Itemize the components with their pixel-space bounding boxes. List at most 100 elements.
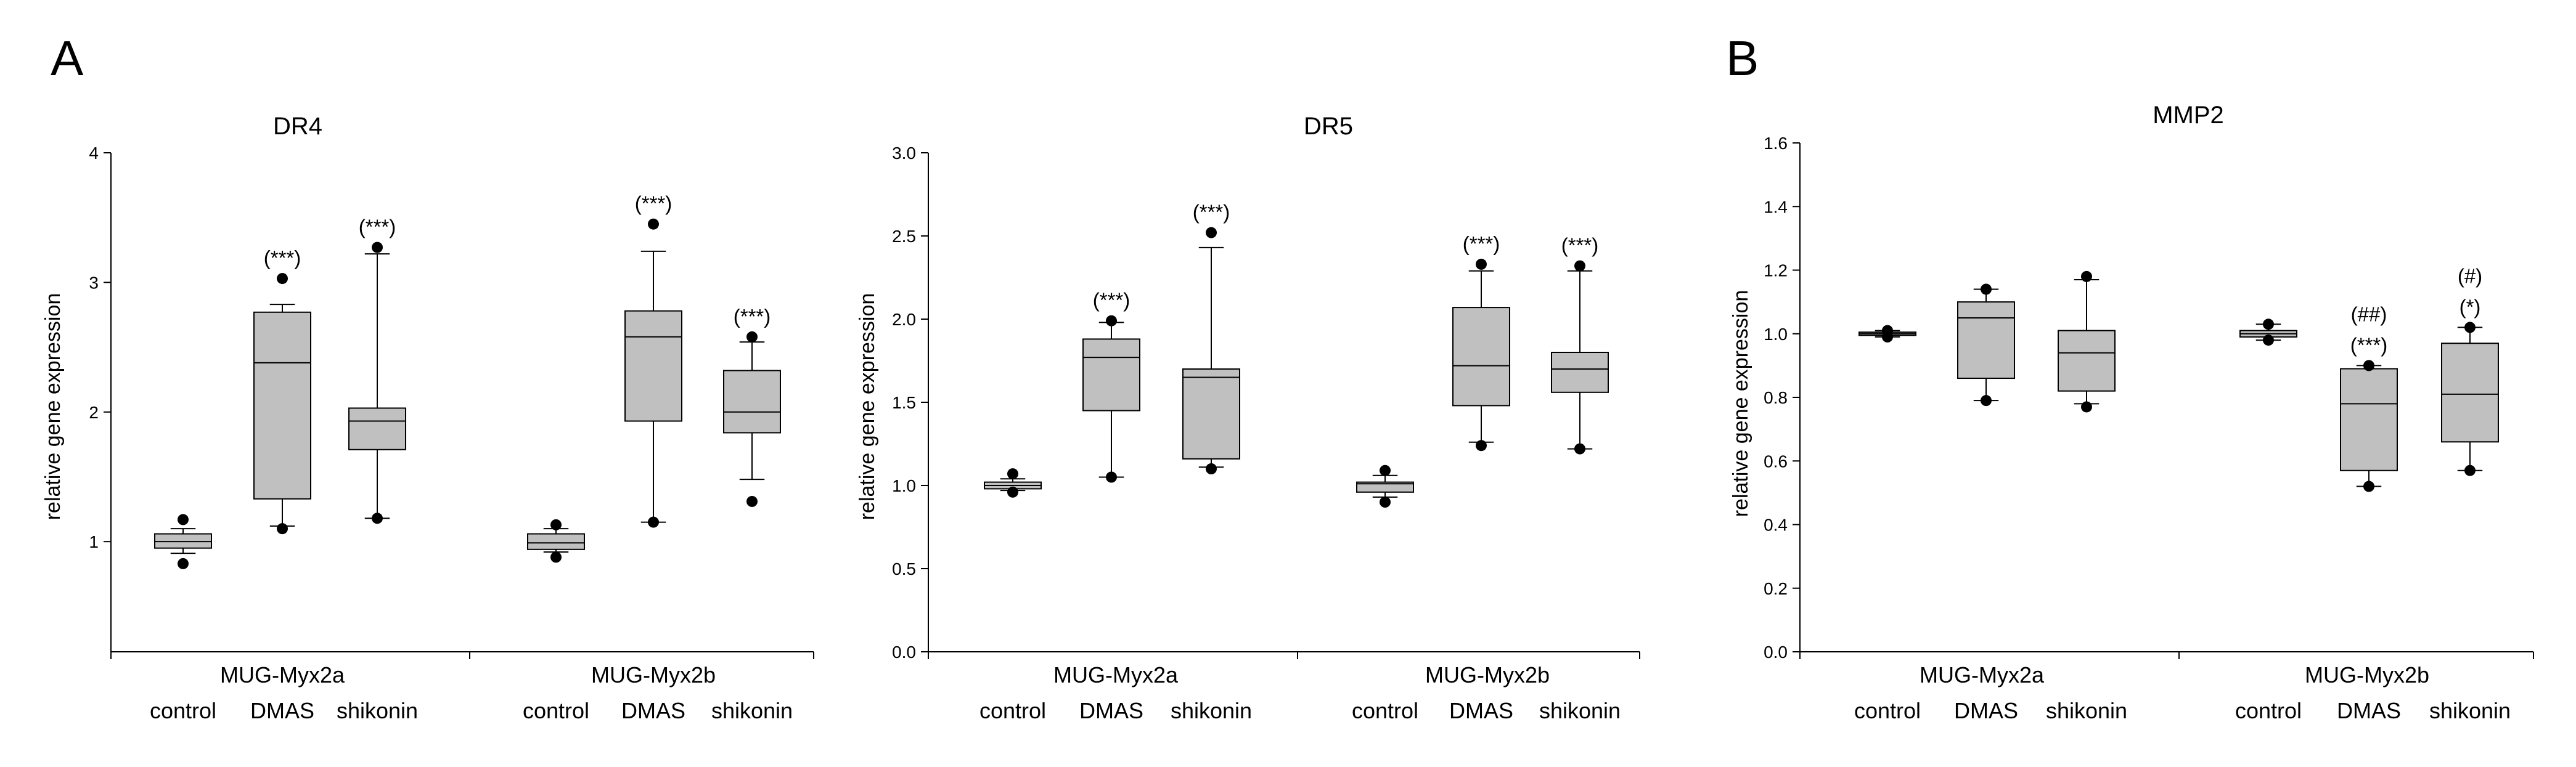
box-iqr xyxy=(527,533,585,550)
category-label: DMAS xyxy=(250,698,314,723)
outlier-point xyxy=(2363,360,2374,371)
box-iqr xyxy=(154,533,212,549)
category-label: control xyxy=(1854,698,1921,723)
category-label: DMAS xyxy=(621,698,685,723)
outlier-point xyxy=(372,241,383,253)
box-iqr xyxy=(2058,330,2116,392)
category-label: shikonin xyxy=(1171,698,1252,723)
box-iqr xyxy=(348,407,406,450)
y-tick-label: 0.4 xyxy=(1764,516,1788,535)
y-axis-label: relative gene expression xyxy=(856,293,879,521)
significance-label: (***) xyxy=(2350,333,2388,356)
outlier-point xyxy=(2081,270,2092,282)
category-label: DMAS xyxy=(1079,698,1143,723)
panel-letter-a: A xyxy=(51,31,84,86)
box-mug-myx2b-shikonin: (*) (#) xyxy=(2441,264,2499,476)
y-tick-label: 1.4 xyxy=(1764,197,1788,216)
group-label-b: MUG-Myx2b xyxy=(591,662,716,688)
significance-label: (*) xyxy=(2459,295,2481,318)
category-label: control xyxy=(2235,698,2302,723)
outlier-point xyxy=(1380,465,1391,476)
y-tick-label: 3 xyxy=(89,273,99,292)
y-tick-label: 2.5 xyxy=(892,227,916,246)
outlier-point xyxy=(1882,325,1893,336)
outlier-point xyxy=(746,331,758,343)
chart-dr4: DR4 relative gene expression MUG-Myx2a M… xyxy=(41,113,814,723)
y-tick-label: 1.2 xyxy=(1764,261,1788,280)
significance-label: (***) xyxy=(1093,289,1131,312)
box-mug-myx2a-shikonin xyxy=(2058,270,2116,413)
box-mug-myx2b-control xyxy=(2239,319,2297,346)
box-mug-myx2b-dmas: (***) (##) xyxy=(2340,302,2398,492)
box-mug-myx2a-shikonin: (***) xyxy=(1182,201,1240,474)
category-label: shikonin xyxy=(2429,698,2511,723)
significance-label: (***) xyxy=(635,192,673,215)
group-label-b: MUG-Myx2b xyxy=(1425,662,1550,688)
box-iqr xyxy=(1082,338,1140,412)
significance-label: (***) xyxy=(1193,201,1230,224)
box-iqr xyxy=(1356,481,1414,493)
chart-title: DR4 xyxy=(273,113,322,140)
category-label: control xyxy=(150,698,216,723)
outlier-point xyxy=(1476,258,1487,270)
box-mug-myx2b-dmas: (***) xyxy=(624,192,682,528)
y-tick-label: 1.0 xyxy=(892,476,916,495)
box-mug-myx2a-shikonin: (***) xyxy=(348,216,406,524)
outlier-point xyxy=(1106,471,1117,483)
outlier-point xyxy=(550,519,562,530)
y-tick-label: 0.5 xyxy=(892,559,916,578)
box-iqr xyxy=(1452,307,1510,407)
y-tick-label: 2.0 xyxy=(892,310,916,329)
group-label-a: MUG-Myx2a xyxy=(1053,662,1179,688)
outlier-point xyxy=(1981,395,1992,407)
category-label: DMAS xyxy=(1954,698,2018,723)
outlier-point xyxy=(178,558,189,569)
outlier-point xyxy=(178,514,189,526)
y-tick-label: 0.0 xyxy=(892,643,916,662)
group-label-b: MUG-Myx2b xyxy=(2305,662,2429,688)
outlier-point xyxy=(2263,319,2274,330)
significance-label: (##) xyxy=(2351,302,2387,325)
y-tick-label: 1.5 xyxy=(892,393,916,412)
box-mug-myx2a-control xyxy=(154,514,212,569)
outlier-point xyxy=(1380,497,1391,508)
outlier-point xyxy=(277,273,288,285)
outlier-point xyxy=(1007,486,1018,498)
outlier-point xyxy=(2081,401,2092,413)
y-tick-label: 2 xyxy=(89,403,99,422)
chart-dr5: DR5 relative gene expression MUG-Myx2a M… xyxy=(856,113,1640,723)
box-iqr xyxy=(2340,368,2398,471)
chart-title: DR5 xyxy=(1304,113,1353,140)
significance-label: (***) xyxy=(1561,234,1599,257)
box-iqr xyxy=(2441,343,2499,443)
y-tick-label: 3.0 xyxy=(892,144,916,163)
y-tick-label: 0.0 xyxy=(1764,643,1788,662)
outlier-point xyxy=(2263,335,2274,346)
outlier-point xyxy=(2464,465,2476,476)
outlier-point xyxy=(1206,227,1217,238)
box-iqr xyxy=(1182,368,1240,460)
box-iqr xyxy=(723,370,781,434)
group-label-a: MUG-Myx2a xyxy=(220,662,345,688)
y-tick-label: 1.0 xyxy=(1764,325,1788,344)
box-iqr xyxy=(253,311,311,500)
panel-letter-b: B xyxy=(1726,31,1759,86)
significance-label: (***) xyxy=(359,216,396,238)
category-label: control xyxy=(979,698,1046,723)
significance-label: (***) xyxy=(1463,232,1500,255)
category-label: DMAS xyxy=(2337,698,2401,723)
outlier-point xyxy=(1106,315,1117,327)
box-iqr xyxy=(624,310,682,422)
box-mug-myx2b-shikonin: (***) xyxy=(723,305,781,507)
box-mug-myx2a-control xyxy=(1858,325,1916,343)
outlier-point xyxy=(1981,283,1992,295)
outlier-point xyxy=(2464,322,2476,333)
y-tick-label: 1 xyxy=(89,532,99,551)
box-mug-myx2a-dmas xyxy=(1957,283,2015,407)
outlier-point xyxy=(550,551,562,563)
box-mug-myx2a-dmas: (***) xyxy=(253,246,311,535)
y-axis-label: relative gene expression xyxy=(1729,290,1752,517)
outlier-point xyxy=(1574,443,1585,455)
